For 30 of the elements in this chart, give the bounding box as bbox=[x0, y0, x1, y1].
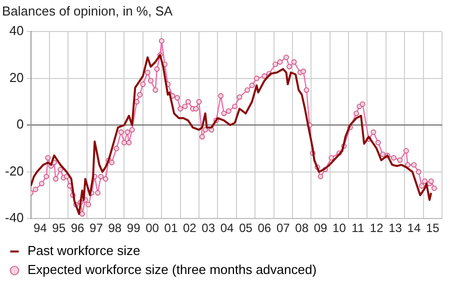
x-tick-label: 15 bbox=[426, 221, 440, 236]
x-tick-label: 02 bbox=[182, 221, 197, 236]
x-tick-label: 06 bbox=[258, 221, 272, 236]
y-tick-label: 0 bbox=[16, 116, 24, 132]
x-tick-label: 04 bbox=[220, 221, 234, 236]
x-tick-label: 94 bbox=[33, 221, 48, 236]
y-tick-label: -20 bbox=[4, 163, 24, 178]
x-tick-label: 03 bbox=[202, 221, 216, 236]
x-tick-label: 05 bbox=[239, 221, 253, 236]
x-tick-label: 14 bbox=[407, 221, 421, 236]
x-tick-label: 97 bbox=[90, 221, 104, 236]
x-tick-label: 12 bbox=[370, 221, 384, 236]
x-tick-label: 07 bbox=[276, 221, 290, 236]
x-tick-label: 01 bbox=[164, 221, 178, 236]
x-tick-label: 08 bbox=[295, 221, 309, 236]
y-tick-label: 40 bbox=[9, 23, 24, 38]
legend-label: Past workforce size bbox=[28, 243, 140, 258]
y-tick-label: 20 bbox=[9, 70, 24, 85]
y-tick-label: -40 bbox=[4, 210, 24, 226]
x-tick-label: 11 bbox=[352, 221, 364, 236]
x-tick-label: 99 bbox=[126, 221, 141, 236]
x-tick-label: 96 bbox=[70, 221, 85, 236]
x-tick-label: 13 bbox=[388, 221, 402, 236]
x-tick-label: 95 bbox=[52, 221, 66, 236]
x-tick-label: 00 bbox=[146, 221, 160, 236]
x-tick-label: 98 bbox=[108, 221, 122, 236]
x-tick-label: 09 bbox=[314, 221, 328, 236]
chart-title: Balances of opinion, in %, SA bbox=[2, 3, 173, 18]
legend-label: Expected workforce size (three months advanced) bbox=[28, 262, 317, 278]
x-tick-label: 10 bbox=[332, 221, 346, 236]
